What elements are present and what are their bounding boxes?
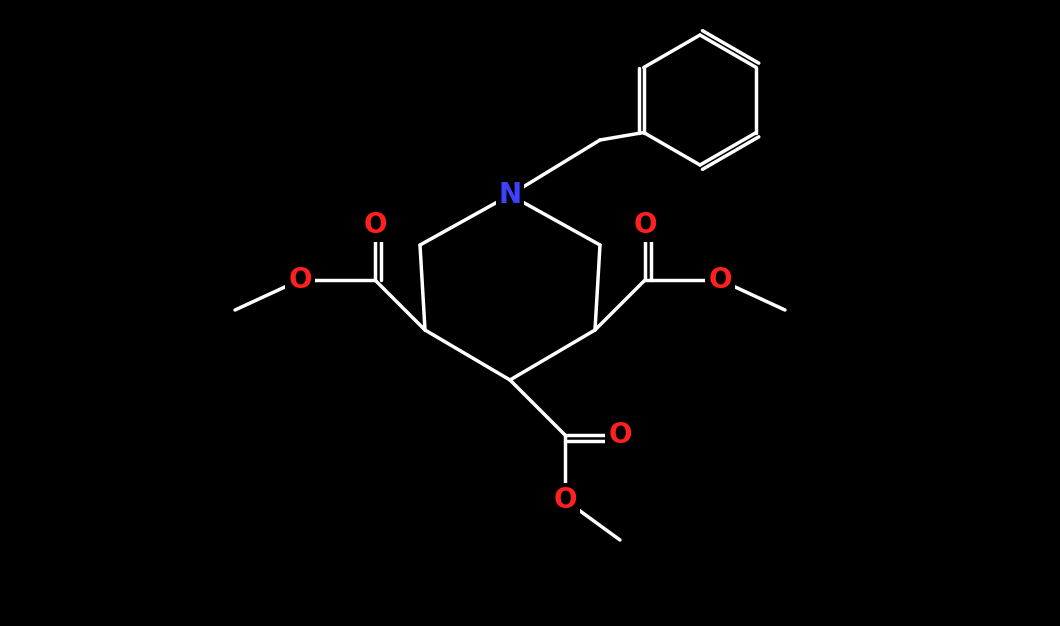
Text: O: O xyxy=(608,421,632,449)
Text: O: O xyxy=(633,211,657,239)
Text: O: O xyxy=(364,211,387,239)
Text: O: O xyxy=(553,486,577,514)
Text: O: O xyxy=(708,266,731,294)
Text: N: N xyxy=(498,181,522,209)
Text: O: O xyxy=(288,266,312,294)
